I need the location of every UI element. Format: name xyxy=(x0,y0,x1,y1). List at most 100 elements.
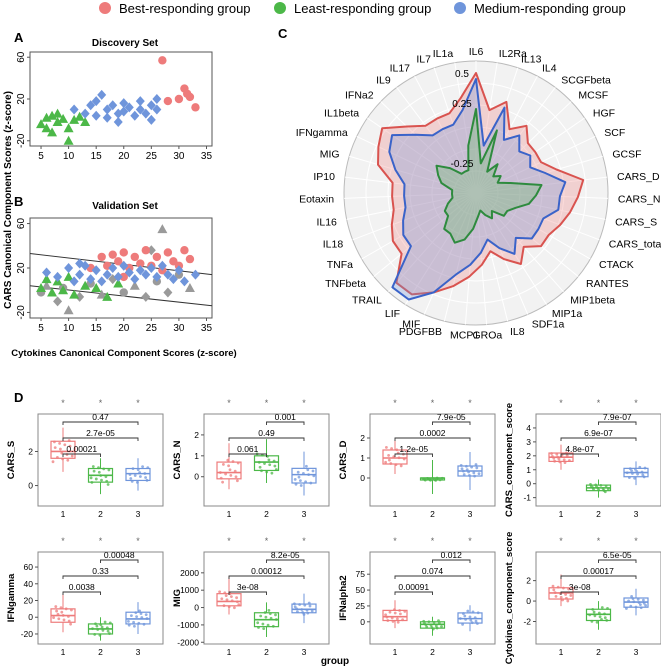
radar-spoke xyxy=(344,176,477,194)
boxplot-sample-point xyxy=(140,616,144,619)
boxplot-sample-point xyxy=(297,475,301,479)
radar-variable-label: MIG xyxy=(320,149,340,161)
boxplot-sample-point xyxy=(473,616,477,620)
scatter-validation-point-best xyxy=(152,252,162,262)
boxplot-sample-point xyxy=(52,616,55,620)
boxplot-sample-point xyxy=(304,480,307,484)
radar-variable-label: IL1beta xyxy=(324,107,359,119)
boxplot-xtick-label: 2 xyxy=(430,647,435,657)
scatter-discovery-point-best xyxy=(174,94,184,104)
boxplot-sample-point xyxy=(638,465,642,469)
boxplot-sample-point xyxy=(465,464,468,468)
boxplot-sample-point xyxy=(144,613,148,617)
scatter-discovery-point-least xyxy=(69,114,80,124)
radar-variable-label: CARS_N xyxy=(618,194,661,206)
radar-spoke xyxy=(475,135,596,194)
radar-spoke xyxy=(475,192,547,305)
boxplot-sample-point xyxy=(108,632,111,635)
boxplot-sample-point xyxy=(557,457,561,461)
boxplot-sample-point xyxy=(468,473,471,477)
panel-letter-b: B xyxy=(14,194,23,209)
boxplot-sample-point xyxy=(132,620,136,624)
boxplot-sample-point xyxy=(98,633,102,637)
radar-spoke xyxy=(464,192,477,325)
boxplot-sample-point xyxy=(137,621,141,625)
scatter-validation-point-medium xyxy=(113,271,123,282)
boxplot-sample-point xyxy=(106,483,110,486)
boxplot-sample-point xyxy=(103,620,107,624)
boxplot-ytick-label: 0 xyxy=(28,481,33,491)
boxplot-sample-point xyxy=(628,476,631,479)
boxplot-sample-point xyxy=(55,609,58,613)
boxplot-group-star: * xyxy=(559,536,563,546)
boxplot-group-star: * xyxy=(99,536,103,546)
boxplot-sample-point xyxy=(568,459,571,462)
radar-spoke xyxy=(346,192,477,220)
boxplot-sample-point xyxy=(91,627,94,631)
scatter-validation-point-best xyxy=(119,272,128,282)
radar-spoke xyxy=(380,101,477,194)
boxplot-sample-point xyxy=(222,462,225,466)
boxplot-sample-point xyxy=(605,618,609,622)
scatter-validation-point-medium xyxy=(174,265,184,276)
boxplot-sample-point xyxy=(593,614,597,618)
scatter-validation-point-least xyxy=(102,291,113,301)
boxplot-sample-point xyxy=(554,594,558,598)
boxplot-sample-point xyxy=(59,606,63,610)
boxplot-sample-point xyxy=(105,626,109,630)
boxplot-sample-point xyxy=(465,468,469,471)
significance-label: 7.9e-05 xyxy=(437,412,466,422)
radar-variable-label: IL17 xyxy=(390,62,411,74)
boxplot-sample-point xyxy=(99,474,103,477)
boxplot-sample-point xyxy=(307,601,311,605)
boxplot-sample-point xyxy=(101,628,105,632)
boxplot-sample-point xyxy=(237,603,241,607)
boxplot-xtick-label: 2 xyxy=(98,647,103,657)
significance-bracket xyxy=(598,559,637,563)
radar-spoke xyxy=(352,192,477,241)
boxplot-sample-point xyxy=(628,467,632,471)
radar-variable-label: IL9 xyxy=(376,75,391,87)
boxplot-sample-point xyxy=(106,629,110,633)
boxplot-ytick-label: 0 xyxy=(526,479,531,489)
scatter-validation-xtick-label: 15 xyxy=(91,323,103,334)
boxplot-sample-point xyxy=(130,479,134,483)
radar-variable-label: MIP1beta xyxy=(570,294,615,306)
significance-bracket xyxy=(62,421,139,425)
boxplot-xtick-label: 1 xyxy=(559,647,564,657)
boxplot-sample-point xyxy=(256,621,260,625)
boxplot-sample-point xyxy=(91,465,95,468)
boxplot-sample-point xyxy=(143,472,147,475)
significance-label: 2.7e-05 xyxy=(86,428,115,438)
boxplot-sample-point xyxy=(257,626,260,629)
radar-variable-label: IL4 xyxy=(542,62,557,74)
boxplot-sample-point xyxy=(135,615,139,618)
boxplot-group-star: * xyxy=(61,536,65,546)
boxplot-box xyxy=(216,593,242,607)
significance-label: 3e-08 xyxy=(569,582,591,592)
radar-variable-label: MCSF xyxy=(578,90,608,102)
significance-bracket xyxy=(432,421,471,425)
scatter-validation-xtick-label: 35 xyxy=(201,323,213,334)
boxplot-sample-point xyxy=(262,627,266,631)
boxplot-sample-point xyxy=(67,615,70,618)
significance-label: 0.00012 xyxy=(251,566,282,576)
boxplot-group-star: * xyxy=(597,398,601,408)
boxplot-sample-point xyxy=(561,598,564,602)
scatter-discovery-point-medium xyxy=(102,112,112,123)
boxplot-sample-point xyxy=(472,471,476,475)
boxplot-sample-point xyxy=(105,479,109,483)
boxplot-ytick-label: 20 xyxy=(24,596,34,606)
boxplot-sample-point xyxy=(136,480,139,484)
scatter-discovery-point-medium xyxy=(119,98,129,109)
boxplot-group-star: * xyxy=(559,398,563,408)
panel-letter-c: C xyxy=(278,26,288,41)
boxplot-sample-point xyxy=(302,613,306,616)
boxplot-sample-point xyxy=(99,623,103,626)
boxplot-sample-point xyxy=(429,624,433,627)
radar-variable-label: SDF1a xyxy=(532,319,565,331)
boxplot-sample-point xyxy=(258,465,262,469)
boxplot-sample-point xyxy=(257,460,261,464)
boxplot-sample-point xyxy=(603,612,606,616)
